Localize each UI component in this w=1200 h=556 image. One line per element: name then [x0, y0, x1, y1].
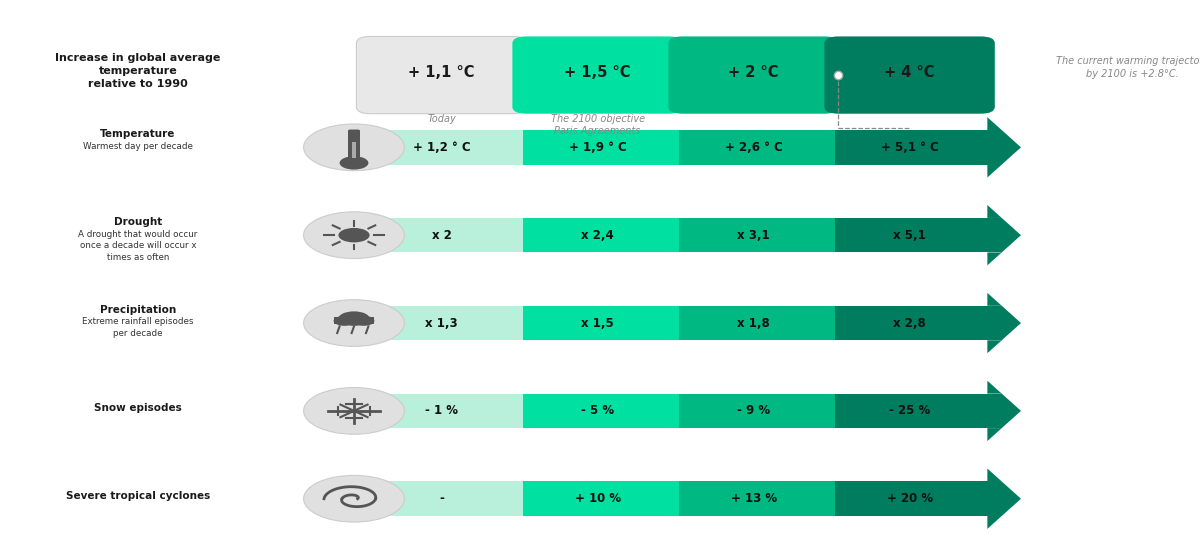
Text: Precipitation: Precipitation	[100, 305, 176, 315]
Bar	[366, 218, 523, 252]
Text: Increase in global average
temperature
relative to 1990: Increase in global average temperature r…	[55, 53, 221, 89]
Text: The 2100 objective
Paris Agreements: The 2100 objective Paris Agreements	[551, 113, 644, 136]
Text: + 20 %: + 20 %	[887, 492, 932, 505]
Bar	[352, 142, 356, 158]
Bar	[835, 306, 1001, 340]
FancyArrow shape	[988, 117, 1021, 177]
FancyBboxPatch shape	[824, 37, 995, 113]
Circle shape	[338, 311, 370, 326]
Circle shape	[304, 388, 404, 434]
Text: Drought: Drought	[114, 217, 162, 227]
Bar	[334, 317, 374, 324]
Circle shape	[340, 156, 368, 170]
Text: Today: Today	[427, 113, 456, 123]
Text: + 1,2 ° C: + 1,2 ° C	[413, 141, 470, 154]
FancyBboxPatch shape	[356, 37, 527, 113]
Text: + 2 °C: + 2 °C	[728, 66, 779, 80]
Bar	[679, 130, 835, 165]
Text: - 25 %: - 25 %	[889, 404, 930, 418]
Text: x 1,3: x 1,3	[425, 316, 458, 330]
Bar	[366, 481, 523, 516]
FancyBboxPatch shape	[512, 37, 683, 113]
Circle shape	[304, 475, 404, 522]
Text: x 3,1: x 3,1	[737, 229, 770, 242]
Bar	[835, 394, 1001, 428]
Text: Warmest day per decade: Warmest day per decade	[83, 142, 193, 151]
FancyArrow shape	[988, 381, 1021, 441]
Text: -: -	[439, 492, 444, 505]
FancyBboxPatch shape	[348, 130, 360, 160]
Text: + 2,6 ° C: + 2,6 ° C	[725, 141, 782, 154]
Bar	[679, 306, 835, 340]
Circle shape	[304, 124, 404, 171]
Text: + 10 %: + 10 %	[575, 492, 620, 505]
Circle shape	[304, 212, 404, 259]
Bar	[366, 394, 523, 428]
FancyArrow shape	[988, 469, 1021, 529]
Text: - 9 %: - 9 %	[737, 404, 770, 418]
Text: x 5,1: x 5,1	[893, 229, 926, 242]
Text: x 1,5: x 1,5	[581, 316, 614, 330]
Bar	[366, 306, 523, 340]
Bar	[366, 130, 523, 165]
Bar	[679, 218, 835, 252]
Circle shape	[334, 316, 355, 326]
FancyArrow shape	[988, 293, 1021, 353]
Text: + 1,5 °C: + 1,5 °C	[564, 66, 631, 80]
Circle shape	[338, 228, 370, 242]
FancyArrow shape	[988, 205, 1021, 265]
Bar	[523, 130, 679, 165]
Text: + 5,1 ° C: + 5,1 ° C	[881, 141, 938, 154]
Text: + 1,1 °C: + 1,1 °C	[408, 66, 475, 80]
Text: + 1,9 ° C: + 1,9 ° C	[569, 141, 626, 154]
Bar	[523, 218, 679, 252]
Bar	[835, 218, 1001, 252]
Text: x 2,4: x 2,4	[581, 229, 614, 242]
Bar	[679, 481, 835, 516]
Circle shape	[304, 300, 404, 346]
FancyBboxPatch shape	[668, 37, 839, 113]
Bar	[523, 394, 679, 428]
Text: x 2,8: x 2,8	[893, 316, 926, 330]
Text: + 4 °C: + 4 °C	[884, 66, 935, 80]
Bar	[835, 130, 1001, 165]
Text: - 5 %: - 5 %	[581, 404, 614, 418]
Bar	[523, 481, 679, 516]
Text: Severe tropical cyclones: Severe tropical cyclones	[66, 491, 210, 501]
Text: - 1 %: - 1 %	[425, 404, 458, 418]
Text: The current warming trajectory
by 2100 is +2.8°C.: The current warming trajectory by 2100 i…	[1056, 56, 1200, 79]
Text: x 2: x 2	[432, 229, 451, 242]
Bar	[835, 481, 1001, 516]
Text: Extreme rainfall episodes
per decade: Extreme rainfall episodes per decade	[83, 317, 193, 338]
Text: A drought that would occur
once a decade will occur x
times as often: A drought that would occur once a decade…	[78, 230, 198, 261]
Bar	[523, 306, 679, 340]
Text: + 13 %: + 13 %	[731, 492, 776, 505]
Text: Snow episodes: Snow episodes	[94, 403, 182, 413]
Bar	[679, 394, 835, 428]
Circle shape	[353, 316, 374, 326]
Text: Temperature: Temperature	[101, 129, 175, 139]
Text: x 1,8: x 1,8	[737, 316, 770, 330]
